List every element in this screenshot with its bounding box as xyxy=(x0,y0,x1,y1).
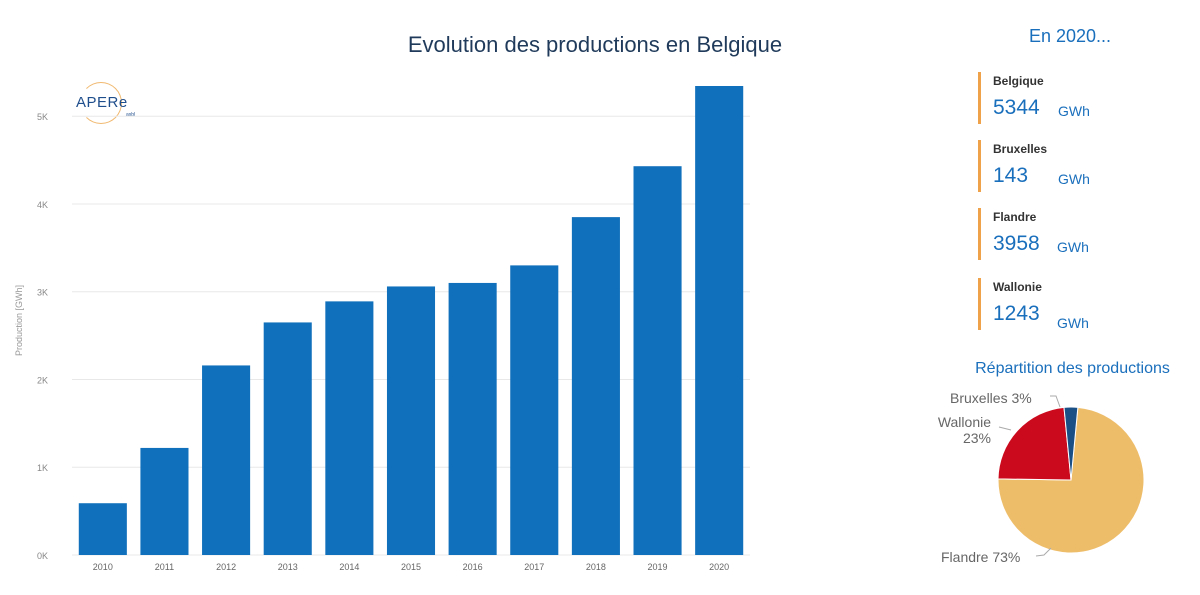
kpi-card-flandre: Flandre 3958 GWh xyxy=(978,208,1181,260)
x-tick-label: 2012 xyxy=(216,562,236,572)
kpi-card-wallonie: Wallonie 1243 GWh xyxy=(978,278,1181,331)
x-tick-label: 2017 xyxy=(524,562,544,572)
bar-2019 xyxy=(633,166,682,555)
y-tick-label: 4K xyxy=(37,200,48,210)
x-tick-label: 2014 xyxy=(339,562,359,572)
logo-text: APERe xyxy=(76,94,128,111)
pie-label-bruxelles: Bruxelles 3% xyxy=(950,390,1032,406)
bar-2016 xyxy=(448,282,497,555)
y-tick-label: 5K xyxy=(37,112,48,122)
x-tick-label: 2016 xyxy=(463,562,483,572)
kpi-card-bruxelles: Bruxelles 143 GWh xyxy=(978,140,1181,192)
y-axis-label: Production [GWh] xyxy=(14,285,24,356)
kpi-value: 5344 xyxy=(993,96,1040,119)
x-tick-label: 2019 xyxy=(648,562,668,572)
x-tick-label: 2010 xyxy=(93,562,113,572)
x-tick-label: 2011 xyxy=(155,562,174,572)
kpi-unit: GWh xyxy=(1057,315,1089,331)
pie-title: Répartition des productions xyxy=(975,360,1170,377)
kpi-card-belgique: Belgique 5344 GWh xyxy=(978,72,1181,124)
x-tick-label: 2018 xyxy=(586,562,606,572)
leader-line xyxy=(998,426,1012,431)
bar-2013 xyxy=(263,322,312,555)
pie-label-wallonie: Wallonie 23% xyxy=(929,414,991,446)
kpi-value: 3958 xyxy=(993,232,1040,255)
x-tick-label: 2020 xyxy=(709,562,729,572)
leader-line xyxy=(1050,395,1061,408)
chart-title: Evolution des productions en Belgique xyxy=(407,32,783,57)
bar-2015 xyxy=(386,286,436,555)
pie-label-wallonie-pct: 23% xyxy=(962,430,991,446)
bar-chart: 0K 1K 2K 3K 4K 5K Production [GWh] 2010 2011 2012… xyxy=(14,86,750,572)
leader-line xyxy=(1035,547,1052,557)
pie-label-wallonie-name: Wallonie xyxy=(937,414,991,430)
y-tick-label: 0K xyxy=(37,551,48,561)
kpi-label: Flandre xyxy=(993,210,1037,224)
x-tick-label: 2013 xyxy=(278,562,298,572)
pie-slice-wallonie xyxy=(997,406,1072,481)
summary-title: En 2020... xyxy=(1028,26,1112,46)
y-tick-label: 3K xyxy=(37,288,48,298)
logo-arc-icon xyxy=(80,82,122,124)
bar-2010 xyxy=(78,503,127,555)
kpi-value: 143 xyxy=(993,164,1029,187)
bar-2020 xyxy=(695,86,744,555)
apere-logo: APERe asbl xyxy=(70,80,150,130)
pie-chart xyxy=(997,395,1145,557)
bar-2011 xyxy=(140,447,189,555)
logo-subtext: asbl xyxy=(126,112,136,118)
y-tick-label: 1K xyxy=(37,463,48,473)
kpi-unit: GWh xyxy=(1058,171,1090,187)
bar-2018 xyxy=(571,217,620,555)
kpi-unit: GWh xyxy=(1057,239,1089,255)
kpi-label: Belgique xyxy=(993,74,1044,88)
pie-slice-bruxelles xyxy=(1063,406,1079,481)
bar-2014 xyxy=(325,301,374,555)
kpi-label: Wallonie xyxy=(993,280,1042,294)
kpi-label: Bruxelles xyxy=(993,142,1048,156)
x-tick-label: 2015 xyxy=(401,562,421,572)
bar-2012 xyxy=(202,365,251,555)
kpi-value: 1243 xyxy=(993,302,1040,325)
y-tick-label: 2K xyxy=(37,375,48,385)
kpi-unit: GWh xyxy=(1058,103,1090,119)
pie-label-flandre: Flandre 73% xyxy=(941,549,1021,565)
bar-2017 xyxy=(510,265,559,555)
